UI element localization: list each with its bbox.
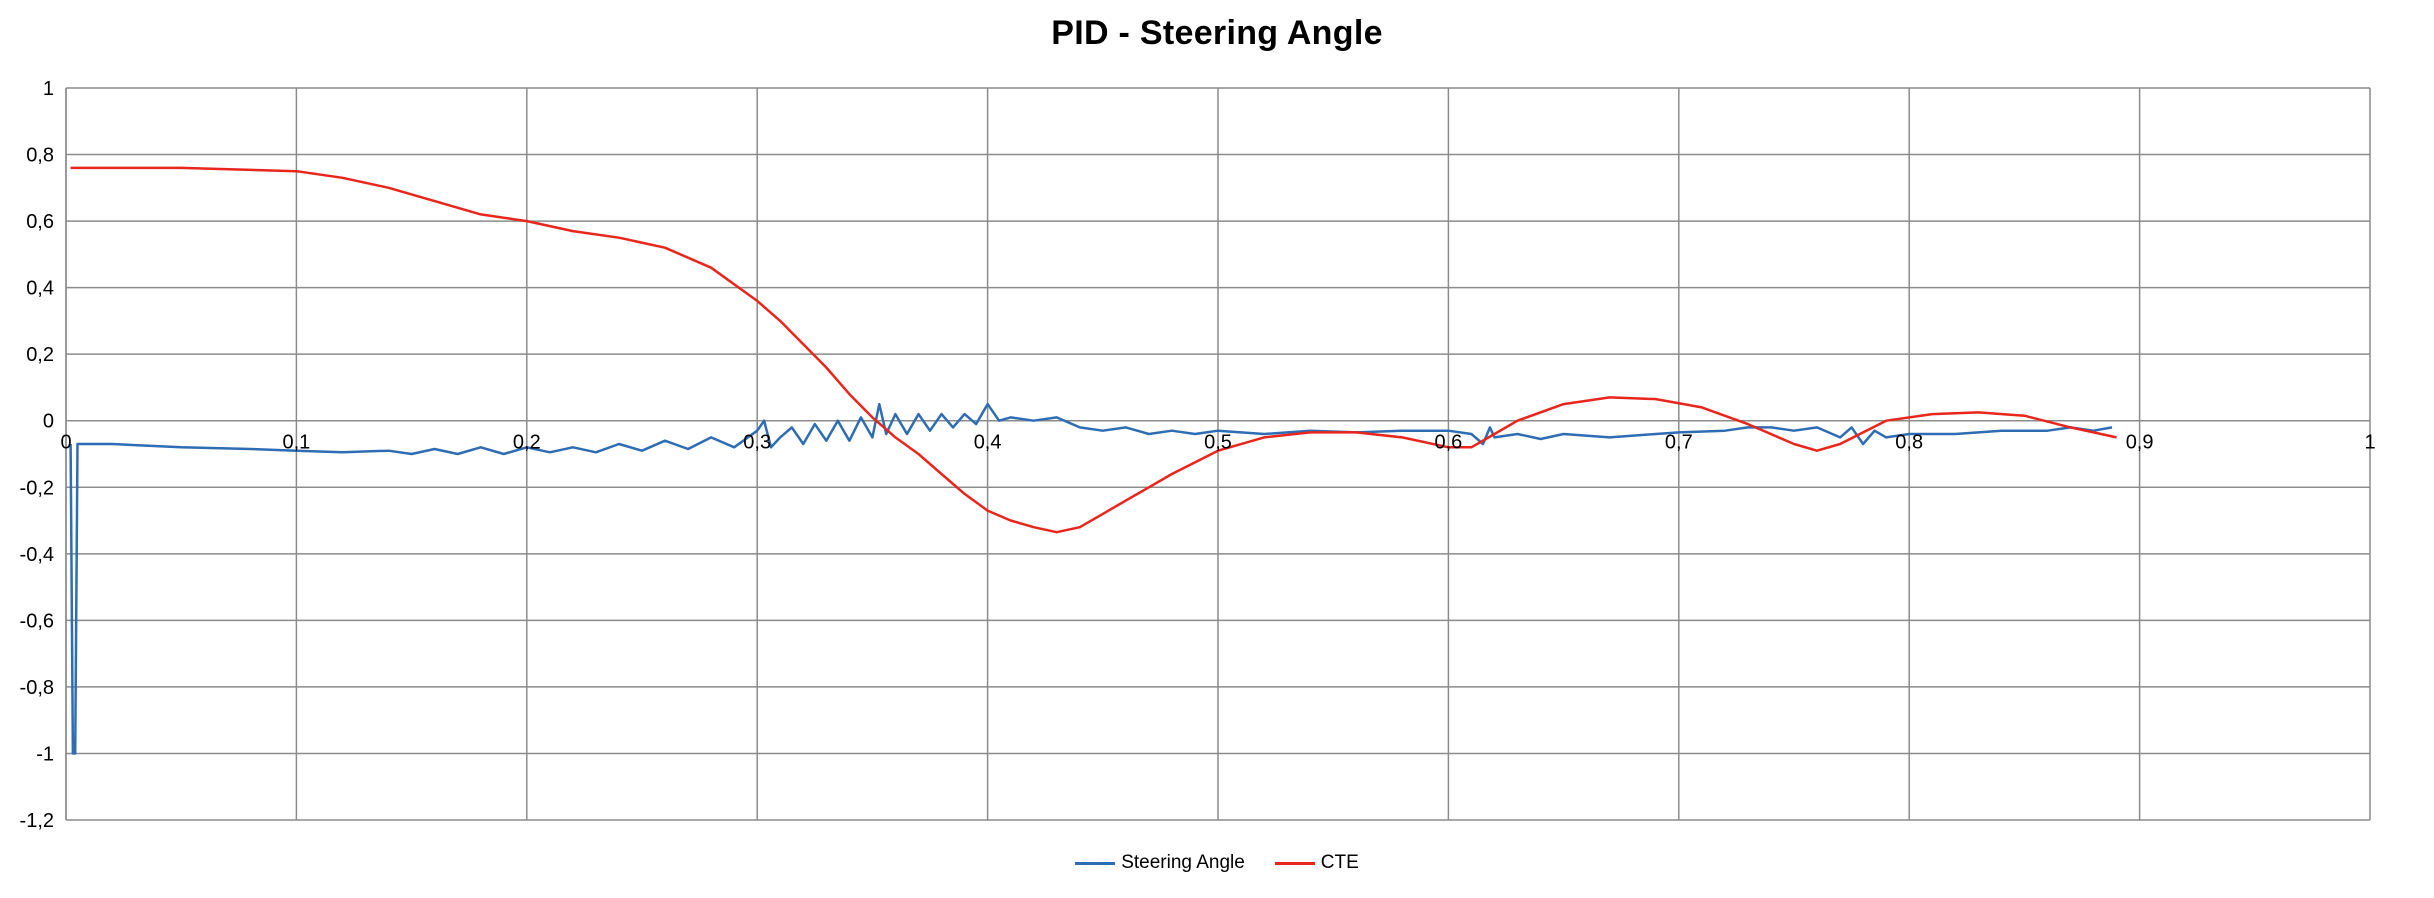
series-line-steering-angle <box>69 402 2113 755</box>
y-tick-label: -0,4 <box>20 544 54 566</box>
x-tick-label: 0 <box>60 432 71 454</box>
x-tick-label: 1 <box>2364 432 2375 454</box>
legend-item-steering-angle: Steering Angle <box>1075 852 1245 874</box>
x-tick-label: 0,4 <box>974 432 1002 454</box>
x-tick-label: 0,2 <box>513 432 541 454</box>
x-tick-label: 0,5 <box>1204 432 1232 454</box>
y-tick-label: -0,6 <box>20 610 54 632</box>
y-tick-label: 0,8 <box>26 145 54 167</box>
y-tick-label: 0,6 <box>26 211 54 233</box>
legend-item-cte: CTE <box>1274 852 1359 874</box>
x-tick-label: 0,9 <box>2126 432 2154 454</box>
chart-title: PID - Steering Angle <box>1051 14 1383 52</box>
y-tick-label: -0,2 <box>20 477 54 499</box>
y-tick-label: 1 <box>43 78 54 100</box>
legend: Steering Angle CTE <box>0 852 2434 874</box>
x-tick-label: 0,7 <box>1665 432 1693 454</box>
legend-swatch-steering-angle <box>1075 861 1116 865</box>
y-tick-label: -0,8 <box>20 677 54 699</box>
x-tick-label: 0,3 <box>743 432 771 454</box>
y-tick-label: 0,4 <box>26 278 54 300</box>
x-tick-label: 0,1 <box>282 432 310 454</box>
legend-swatch-cte <box>1274 861 1315 865</box>
y-tick-label: 0 <box>43 411 54 433</box>
series-layer <box>69 166 2117 755</box>
x-tick-label: 0,6 <box>1434 432 1462 454</box>
legend-label-cte: CTE <box>1320 852 1359 873</box>
tick-layer: 1 0,8 0,6 0,4 0,2 0 -0,2 -0,4 -0,6 -0,8 -1 -1,2 0 0,1… <box>20 78 2376 832</box>
y-tick-label: -1 <box>36 743 54 765</box>
grid-layer <box>65 87 2371 821</box>
series-line-cte <box>70 166 2117 534</box>
x-tick-label: 0,8 <box>1895 432 1923 454</box>
legend-label-steering-angle: Steering Angle <box>1121 852 1245 873</box>
y-tick-label: -1,2 <box>20 810 54 832</box>
y-tick-label: 0,2 <box>26 344 54 366</box>
